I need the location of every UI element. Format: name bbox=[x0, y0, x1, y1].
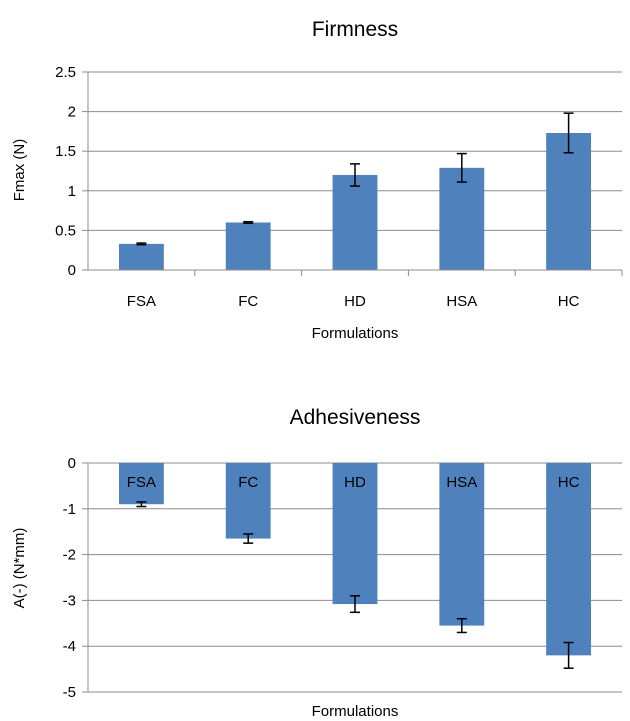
c1-category-label-fsa: FSA bbox=[127, 293, 156, 310]
firmness-x-axis-label: Formulations bbox=[312, 325, 399, 342]
c1-bar-hsa bbox=[439, 167, 485, 270]
c2-y-tick-label: -1 bbox=[63, 501, 76, 518]
adhesiveness-chart-title: Adhesiveness bbox=[290, 406, 421, 429]
firmness-bars bbox=[118, 132, 592, 270]
firmness-chart: Firmness Fmax (N) Formulations 0 0.5 1 1.5 2… bbox=[11, 18, 623, 342]
c2-bar-hd bbox=[332, 463, 378, 605]
c1-category-label-hc: HC bbox=[558, 293, 580, 310]
firmness-y-tick-labels: 0 0.5 1 1.5 2 2.5 bbox=[55, 64, 76, 279]
c1-bar-fsa bbox=[118, 243, 164, 270]
adhesiveness-y-tick-labels: 0 -1 -2 -3 -4 -5 bbox=[63, 455, 76, 701]
c2-category-label-fc: FC bbox=[238, 474, 258, 491]
c2-bar-hc bbox=[546, 463, 592, 656]
c2-category-label-hd: HD bbox=[344, 474, 366, 491]
c2-y-tick-label: -5 bbox=[63, 684, 76, 701]
adhesiveness-category-labels: FSA FC HD HSA HC bbox=[127, 474, 580, 491]
c2-y-tick-label: -2 bbox=[63, 547, 76, 564]
firmness-error-bars bbox=[136, 112, 574, 246]
c2-bar-hsa bbox=[439, 463, 485, 626]
adhesiveness-x-axis-label: Formulations bbox=[312, 703, 399, 720]
firmness-chart-title: Firmness bbox=[312, 18, 398, 41]
firmness-category-labels: FSA FC HD HSA HC bbox=[127, 293, 580, 310]
firmness-y-axis-label: Fmax (N) bbox=[11, 139, 28, 202]
c2-y-tick-label: -4 bbox=[63, 638, 76, 655]
c1-y-tick-label: 0.5 bbox=[55, 222, 76, 239]
c1-category-label-fc: FC bbox=[238, 293, 258, 310]
c2-bar-fc bbox=[225, 463, 271, 539]
c2-bar-fsa bbox=[118, 463, 164, 505]
c1-bar-hc bbox=[546, 132, 592, 270]
c1-y-tick-label: 2 bbox=[68, 104, 76, 121]
c1-y-tick-label: 1.5 bbox=[55, 143, 76, 160]
adhesiveness-bars bbox=[118, 463, 592, 656]
adhesiveness-y-axis-label: A(-) (N*mm) bbox=[11, 528, 28, 609]
c1-category-label-hsa: HSA bbox=[446, 293, 477, 310]
c1-y-tick-label: 2.5 bbox=[55, 64, 76, 81]
c2-category-label-fsa: FSA bbox=[127, 474, 156, 491]
c2-category-label-hsa: HSA bbox=[446, 474, 477, 491]
c2-y-tick-label: 0 bbox=[68, 455, 76, 472]
c1-bar-fc bbox=[225, 222, 271, 270]
c1-category-label-hd: HD bbox=[344, 293, 366, 310]
c1-y-tick-label: 0 bbox=[68, 262, 76, 279]
c2-y-tick-label: -3 bbox=[63, 592, 76, 609]
adhesiveness-chart: Adhesiveness A(-) (N*mm) Formulations 0 -… bbox=[11, 406, 622, 720]
c2-category-label-hc: HC bbox=[558, 474, 580, 491]
c1-y-tick-label: 1 bbox=[68, 183, 76, 200]
adhesiveness-error-bars bbox=[136, 501, 574, 669]
c1-bar-hd bbox=[332, 174, 378, 270]
